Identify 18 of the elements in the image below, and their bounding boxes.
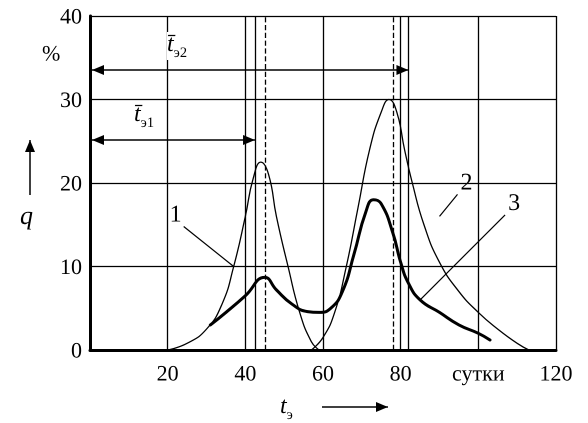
x-tick-label: 60 bbox=[312, 360, 334, 386]
y-tick-label: 30 bbox=[60, 87, 82, 112]
x-tick-label: 20 bbox=[156, 360, 179, 386]
x-axis-title: t$_{э}$ bbox=[280, 393, 293, 423]
x-tick-label: 80 bbox=[390, 360, 412, 386]
y-tick-label: 0 bbox=[71, 338, 82, 362]
x-tick-label: 40 bbox=[234, 360, 256, 386]
legend-label: 3 bbox=[508, 190, 520, 216]
text: % bbox=[42, 40, 60, 66]
text: 1 bbox=[170, 202, 182, 228]
annotation: t̄$_{э1}$ bbox=[134, 101, 154, 131]
y-axis-title: q bbox=[20, 201, 33, 230]
x-tick-label: 120 bbox=[540, 360, 572, 386]
annotation: t̄$_{э2}$ bbox=[167, 31, 188, 61]
x-tick-label: сутки bbox=[452, 360, 505, 386]
y-tick-label: 10 bbox=[60, 254, 82, 279]
y-tick-label: 40 bbox=[60, 4, 82, 28]
y-tick-label: 20 bbox=[60, 170, 82, 196]
